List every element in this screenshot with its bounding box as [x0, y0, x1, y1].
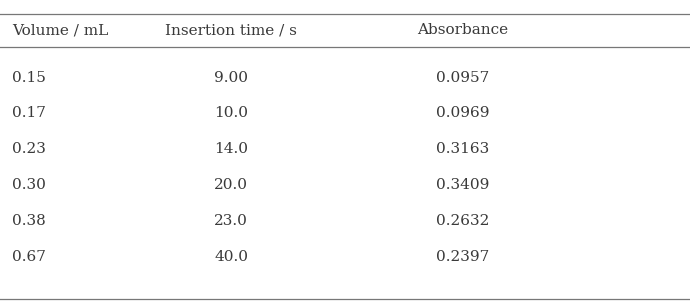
Text: 0.17: 0.17	[12, 106, 46, 120]
Text: Volume / mL: Volume / mL	[12, 23, 108, 37]
Text: 0.15: 0.15	[12, 71, 46, 85]
Text: Absorbance: Absorbance	[417, 23, 508, 37]
Text: 0.3409: 0.3409	[435, 178, 489, 192]
Text: 20.0: 20.0	[214, 178, 248, 192]
Text: 23.0: 23.0	[214, 214, 248, 228]
Text: 0.2397: 0.2397	[435, 250, 489, 264]
Text: 0.3163: 0.3163	[435, 142, 489, 156]
Text: 0.2632: 0.2632	[435, 214, 489, 228]
Text: 40.0: 40.0	[214, 250, 248, 264]
Text: 0.30: 0.30	[12, 178, 46, 192]
Text: 0.38: 0.38	[12, 214, 46, 228]
Text: 0.0969: 0.0969	[435, 106, 489, 120]
Text: 9.00: 9.00	[214, 71, 248, 85]
Text: Insertion time / s: Insertion time / s	[165, 23, 297, 37]
Text: 14.0: 14.0	[214, 142, 248, 156]
Text: 10.0: 10.0	[214, 106, 248, 120]
Text: 0.0957: 0.0957	[435, 71, 489, 85]
Text: 0.67: 0.67	[12, 250, 46, 264]
Text: 0.23: 0.23	[12, 142, 46, 156]
